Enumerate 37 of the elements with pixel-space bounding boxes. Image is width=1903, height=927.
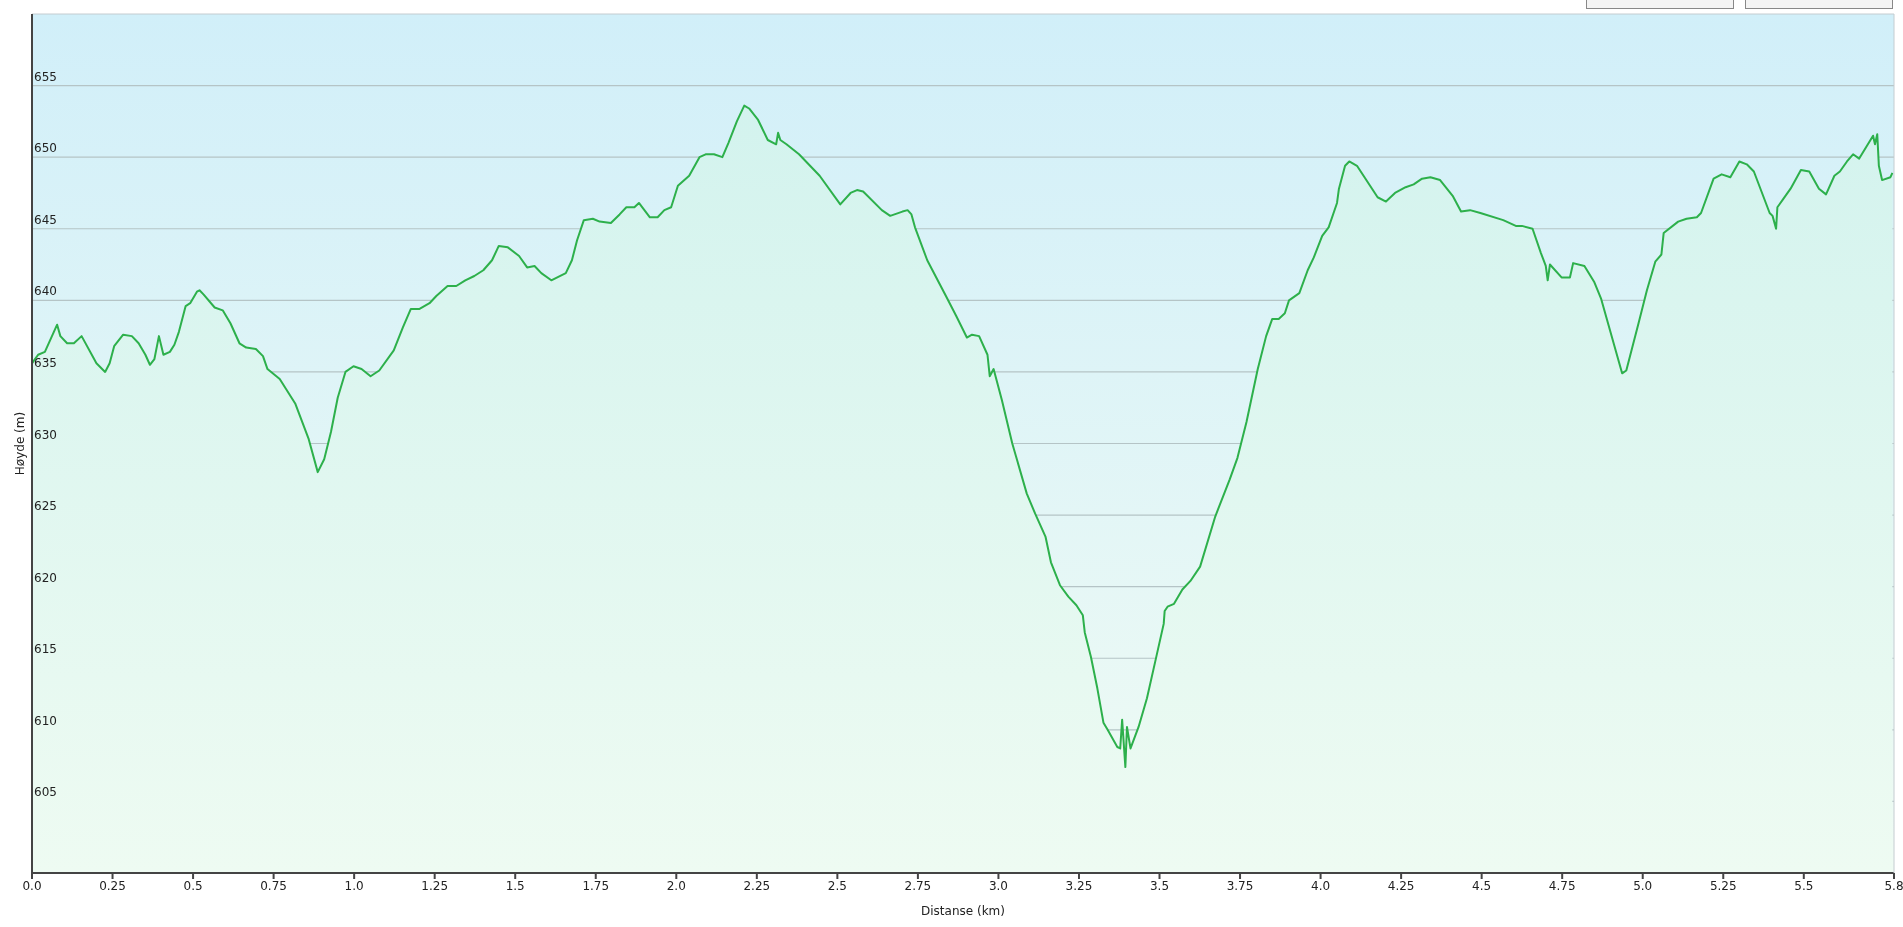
y-tick-label: 645 <box>34 212 57 227</box>
x-tick-label: 0.75 <box>260 878 287 893</box>
x-tick-label: 0.5 <box>183 878 203 893</box>
y-tick-label: 630 <box>34 427 57 442</box>
x-tick-label: 5.25 <box>1709 878 1737 893</box>
y-tick-label: 615 <box>34 642 57 657</box>
y-tick-label: 620 <box>34 570 57 585</box>
x-tick-label: 1.5 <box>505 878 525 893</box>
y-tick-label: 635 <box>34 355 57 370</box>
x-tick-label: 5.0 <box>1633 878 1653 893</box>
x-tick-label: 4.25 <box>1387 878 1415 893</box>
y-tick-label: 640 <box>34 284 57 299</box>
x-tick-label: 0.0 <box>22 878 42 893</box>
x-tick-label: 1.0 <box>344 878 364 893</box>
x-tick-label: 3.0 <box>988 878 1008 893</box>
x-tick-label: 3.5 <box>1149 878 1170 893</box>
x-tick-label: 1.25 <box>421 878 449 893</box>
x-tick-label: 2.25 <box>743 878 771 893</box>
y-tick-label: 625 <box>34 499 57 514</box>
x-tick-label: 4.75 <box>1548 878 1576 893</box>
x-tick-label: 2.5 <box>827 878 847 893</box>
x-tick-label: 2.75 <box>904 878 932 893</box>
x-tick-label: 3.75 <box>1226 878 1254 893</box>
x-tick-label: 5.8 <box>1884 878 1903 893</box>
x-tick-label: 2.0 <box>666 878 686 893</box>
y-tick-label: 655 <box>34 69 57 84</box>
x-tick-label: 1.75 <box>582 878 610 893</box>
x-tick-label: 4.5 <box>1472 878 1492 893</box>
y-tick-label: 605 <box>34 785 57 800</box>
x-tick-label: 4.0 <box>1311 878 1331 893</box>
x-tick-label: 3.25 <box>1065 878 1093 893</box>
x-tick-label: 0.25 <box>99 878 126 893</box>
x-tick-label: 5.5 <box>1794 878 1814 893</box>
x-axis-title: Distanse (km) <box>921 904 1005 918</box>
y-axis-title: Høyde (m) <box>13 411 28 476</box>
y-tick-label: 650 <box>34 141 57 156</box>
y-tick-label: 610 <box>34 713 57 728</box>
